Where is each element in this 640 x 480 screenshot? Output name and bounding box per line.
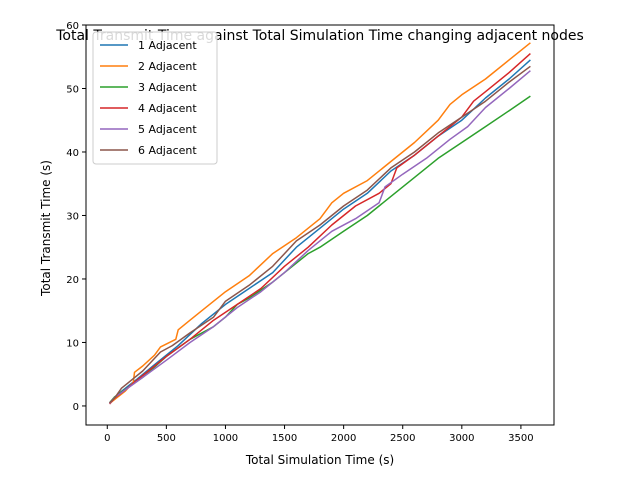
x-tick-label: 2500: [390, 433, 415, 444]
series-line-2: [109, 42, 531, 404]
x-tick-label: 3000: [449, 433, 474, 444]
y-tick-label: 50: [66, 84, 79, 95]
x-axis-label: Total Simulation Time (s): [245, 453, 394, 467]
y-tick-label: 30: [66, 211, 79, 222]
x-axis: 0 500 1000 1500 2000 2500 3000 3500: [104, 425, 534, 444]
x-tick-label: 1000: [213, 433, 238, 444]
y-tick-label: 10: [66, 338, 79, 349]
series-line-4: [109, 53, 531, 405]
legend-box: [92, 31, 218, 165]
y-tick-label: 60: [66, 21, 79, 32]
x-tick-label: 2000: [331, 433, 356, 444]
legend-label: 4 Adjacent: [138, 102, 197, 115]
x-tick-label: 1500: [272, 433, 297, 444]
y-axis-label: Total Transmit Time (s): [39, 160, 53, 297]
x-tick-label: 500: [157, 433, 176, 444]
plot-area: [109, 42, 531, 405]
y-axis: 0 10 20 30 40 50 60: [66, 21, 86, 413]
y-tick-label: 40: [66, 148, 79, 159]
legend-label: 1 Adjacent: [138, 39, 197, 52]
legend: 1 Adjacent 2 Adjacent 3 Adjacent 4 Adjacent…: [92, 31, 218, 165]
legend-label: 2 Adjacent: [138, 60, 197, 73]
y-tick-label: 20: [66, 275, 79, 286]
y-tick-label: 0: [73, 402, 79, 413]
legend-label: 5 Adjacent: [138, 123, 197, 136]
axes-frame: [85, 24, 555, 426]
legend-label: 6 Adjacent: [138, 144, 197, 157]
series-line-1: [109, 59, 531, 404]
x-tick-label: 3500: [508, 433, 533, 444]
x-tick-label: 0: [104, 433, 110, 444]
legend-label: 3 Adjacent: [138, 81, 197, 94]
series-line-5: [109, 70, 531, 404]
series-line-6: [109, 65, 531, 404]
